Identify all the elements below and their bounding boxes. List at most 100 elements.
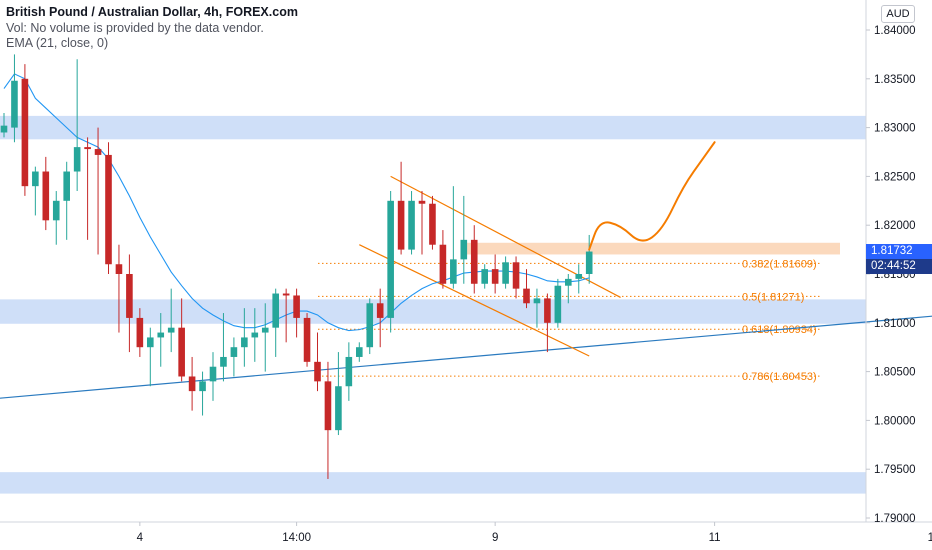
time-tick-label: 11 bbox=[709, 532, 721, 544]
candle-body bbox=[63, 171, 70, 201]
price-tick-label: 1.82500 bbox=[874, 171, 916, 183]
candle bbox=[366, 298, 374, 355]
candle-body bbox=[450, 259, 457, 284]
candles-layer bbox=[0, 54, 593, 479]
supply-zone-layer bbox=[463, 242, 840, 255]
candle-body bbox=[115, 264, 123, 274]
fib-level-label: 0.618(1.80934) bbox=[742, 324, 817, 336]
candle-body bbox=[408, 200, 415, 250]
candle-body bbox=[335, 386, 342, 431]
candle bbox=[481, 264, 488, 289]
candle bbox=[450, 186, 457, 289]
fibonacci-levels: 0.382(1.81609) 0.5(1.81271) 0.618(1.80934)… bbox=[318, 258, 820, 383]
candle bbox=[178, 298, 185, 382]
candle bbox=[52, 191, 60, 245]
candle bbox=[408, 191, 415, 255]
candle bbox=[42, 156, 50, 231]
candle-body bbox=[157, 332, 165, 338]
candle bbox=[32, 166, 39, 216]
candle-body bbox=[84, 147, 91, 150]
candle bbox=[241, 308, 248, 367]
candle-body bbox=[32, 171, 39, 187]
candle-body bbox=[230, 347, 238, 357]
candle-body bbox=[73, 147, 81, 172]
price-tick-label: 1.84000 bbox=[874, 25, 916, 37]
zone-band bbox=[0, 299, 866, 324]
candle bbox=[293, 288, 300, 338]
candle bbox=[314, 332, 321, 392]
candle-body bbox=[502, 262, 509, 284]
candle-body bbox=[272, 293, 279, 328]
candle bbox=[544, 293, 551, 353]
candle bbox=[21, 64, 29, 196]
candle-body bbox=[575, 274, 583, 279]
channel-upper-line bbox=[390, 175, 621, 298]
candle bbox=[209, 352, 217, 401]
candle-body bbox=[94, 149, 102, 155]
candle-body bbox=[199, 381, 206, 392]
candle-body bbox=[544, 298, 551, 323]
candle-body bbox=[0, 125, 8, 133]
price-tick-label: 1.81000 bbox=[874, 318, 916, 330]
candle-body bbox=[303, 317, 311, 362]
candle bbox=[554, 278, 562, 328]
candle-body bbox=[418, 200, 426, 204]
price-tick-label: 1.82000 bbox=[874, 220, 916, 232]
candle bbox=[418, 191, 426, 255]
candle-body bbox=[52, 200, 60, 221]
candle bbox=[387, 191, 394, 333]
chart-legend: British Pound / Australian Dollar, 4h, F… bbox=[6, 5, 298, 52]
price-tick-label: 1.83000 bbox=[874, 123, 916, 135]
candle-body bbox=[220, 356, 227, 367]
candle-body bbox=[42, 171, 50, 221]
symbol-title[interactable]: British Pound / Australian Dollar, 4h, F… bbox=[6, 5, 298, 19]
currency-badge[interactable]: AUD bbox=[881, 5, 915, 23]
candle-body bbox=[366, 303, 374, 348]
candle bbox=[84, 137, 91, 240]
price-tick-label: 1.83500 bbox=[874, 74, 916, 86]
candle-body bbox=[324, 381, 332, 431]
candle bbox=[188, 356, 196, 411]
candle bbox=[512, 256, 520, 299]
candle-body bbox=[167, 327, 175, 333]
candle bbox=[261, 303, 269, 372]
candle-body bbox=[460, 239, 468, 260]
drawing-lines bbox=[0, 175, 932, 399]
candle bbox=[126, 254, 133, 353]
candle-body bbox=[126, 274, 133, 318]
candle-body bbox=[147, 337, 154, 348]
candle-body bbox=[470, 239, 478, 284]
time-tick-label: 9 bbox=[492, 532, 498, 544]
candle bbox=[220, 313, 227, 382]
time-axis[interactable]: 414:009111314:00161 bbox=[137, 522, 932, 544]
candle-body bbox=[439, 244, 447, 284]
candle bbox=[439, 230, 447, 289]
countdown-tag: 02:44:52 bbox=[866, 258, 932, 274]
last-price-tag: 1.81732 bbox=[866, 243, 932, 259]
candle bbox=[199, 371, 206, 416]
candle bbox=[429, 195, 436, 250]
candle bbox=[63, 161, 70, 240]
fib-level-label: 0.5(1.81271) bbox=[742, 291, 804, 303]
time-tick-label: 14:00 bbox=[282, 532, 311, 544]
candle-body bbox=[397, 200, 405, 250]
candle bbox=[502, 256, 509, 289]
candle bbox=[251, 308, 259, 362]
candle bbox=[491, 254, 499, 294]
ema-legend[interactable]: EMA (21, close, 0) bbox=[6, 36, 109, 50]
candle bbox=[460, 195, 468, 284]
candle bbox=[356, 342, 363, 362]
candle bbox=[376, 288, 384, 348]
price-axis[interactable]: 1.840001.835001.830001.825001.820001.815… bbox=[866, 25, 916, 525]
candle bbox=[282, 288, 290, 343]
price-tick-label: 1.79000 bbox=[874, 513, 916, 525]
candle bbox=[11, 54, 18, 143]
candle-body bbox=[523, 288, 530, 304]
candle bbox=[272, 288, 279, 357]
price-tick-label: 1.79500 bbox=[874, 464, 916, 476]
candle bbox=[147, 327, 154, 387]
candle-body bbox=[136, 317, 144, 348]
fib-level-label: 0.786(1.80453) bbox=[742, 371, 817, 383]
candle bbox=[105, 142, 112, 274]
